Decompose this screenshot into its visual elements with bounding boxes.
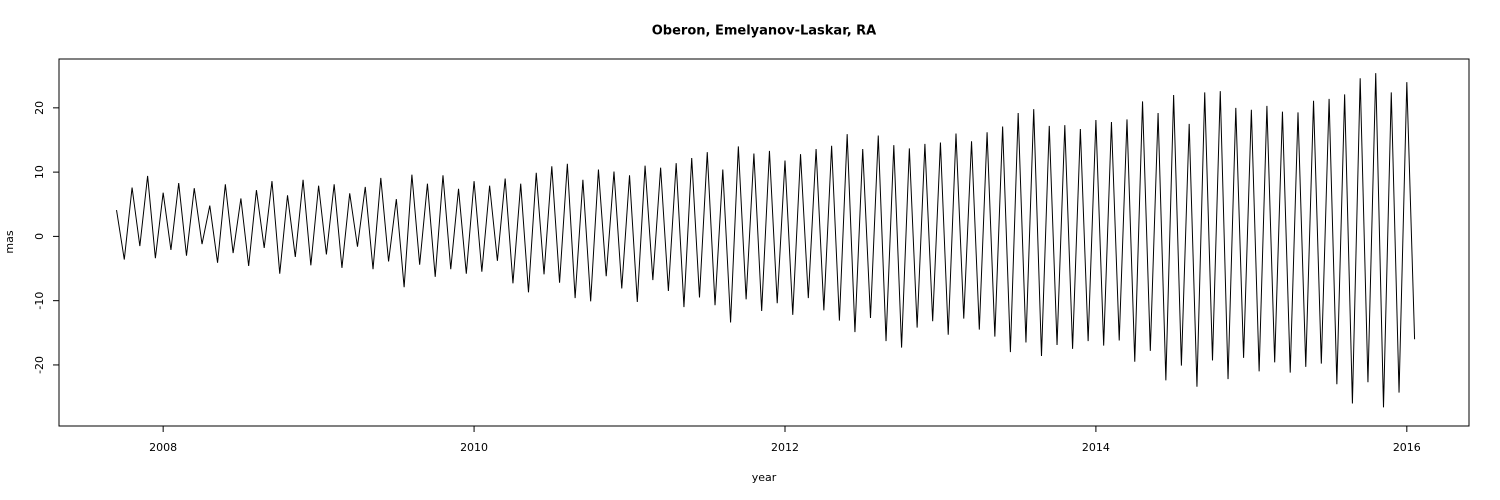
y-tick-label: 0 bbox=[33, 233, 46, 240]
y-axis-label: mas bbox=[3, 230, 16, 253]
x-tick-label: 2012 bbox=[771, 441, 799, 454]
x-axis-label: year bbox=[752, 471, 777, 484]
x-tick-label: 2010 bbox=[460, 441, 488, 454]
data-line bbox=[116, 73, 1416, 408]
x-tick-label: 2016 bbox=[1393, 441, 1421, 454]
y-tick-label: -20 bbox=[33, 356, 46, 374]
y-tick-label: -10 bbox=[33, 292, 46, 310]
chart-title: Oberon, Emelyanov-Laskar, RA bbox=[652, 24, 877, 39]
y-tick-label: 20 bbox=[33, 101, 46, 115]
plot-frame bbox=[58, 58, 1470, 427]
x-tick-label: 2008 bbox=[149, 441, 177, 454]
y-tick-label: 10 bbox=[33, 165, 46, 179]
x-tick-label: 2014 bbox=[1082, 441, 1110, 454]
